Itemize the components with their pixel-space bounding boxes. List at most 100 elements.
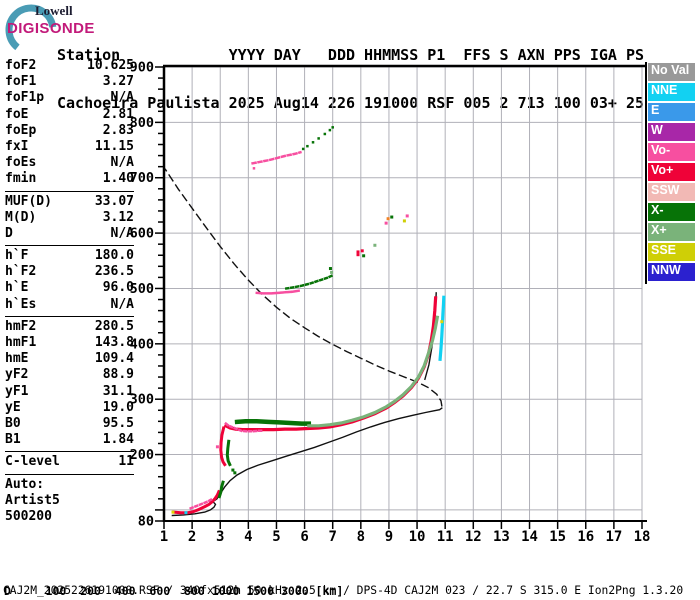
trace-f-trace-x-mode-light <box>307 315 440 428</box>
param-row-artist5: Artist5 <box>5 493 134 509</box>
svg-text:11: 11 <box>437 529 454 545</box>
param-label: yF2 <box>5 367 29 383</box>
param-label: yF1 <box>5 383 29 399</box>
trace-f-retardation-x-dots <box>231 468 235 472</box>
param-value: 95.5 <box>102 415 134 431</box>
trace-f-retardation-x <box>225 439 232 467</box>
param-label: M(D) <box>5 209 37 225</box>
trace-f-retardation-pink-dot <box>215 445 219 449</box>
header-values: Cachoeira Paulista 2025 Aug14 226 191000… <box>57 94 644 112</box>
trace-second-hop-pink <box>255 289 301 295</box>
param-label: Artist5 <box>5 492 60 508</box>
svg-text:800: 800 <box>130 115 154 131</box>
param-row-ye: yE 19.0 <box>5 400 134 416</box>
param-row-fof1p: foF1p N/A <box>5 90 134 106</box>
param-value: 19.0 <box>102 399 134 415</box>
svg-text:2: 2 <box>188 529 196 545</box>
param-label: yE <box>5 399 21 415</box>
param-value: 96.0 <box>102 280 134 296</box>
param-row-hes: h`Es N/A <box>5 297 134 313</box>
param-label: hmE <box>5 351 29 367</box>
trace-e-trace-yellow-dot <box>171 510 175 514</box>
trace-f-trace-o-mode <box>223 296 438 432</box>
param-label: 500200 <box>5 508 52 524</box>
trace-spread-dots-darkgreen <box>362 254 366 258</box>
svg-text:1: 1 <box>160 529 168 545</box>
param-row-hf: h`F 180.0 <box>5 248 134 264</box>
svg-text:700: 700 <box>130 170 154 186</box>
param-value: 2.81 <box>102 106 134 122</box>
svg-text:14: 14 <box>521 529 538 545</box>
param-label: foEs <box>5 155 37 171</box>
svg-text:10: 10 <box>409 529 426 545</box>
param-label: fmin <box>5 171 37 187</box>
param-label: B0 <box>5 415 21 431</box>
param-label: hmF2 <box>5 318 37 334</box>
legend-item-vo+: Vo+ <box>648 163 695 181</box>
param-group-separator <box>5 473 134 475</box>
param-group-separator <box>5 451 134 453</box>
trace-third-hop-pink <box>251 150 302 165</box>
param-value: 33.07 <box>94 193 134 209</box>
param-label: Auto: <box>5 476 45 492</box>
trace-spread-dots-darkgreen <box>390 215 394 219</box>
file-info-line: CAJ2M_2025226191000.RSF / 340fx512h 50 k… <box>3 584 684 597</box>
param-label: B1 <box>5 432 21 448</box>
legend-item-x-: X- <box>648 203 695 221</box>
param-label: foF1 <box>5 74 37 90</box>
svg-text:13: 13 <box>493 529 510 545</box>
param-value: 1.84 <box>102 432 134 448</box>
trace-e-trace-cyan-dot <box>184 511 188 515</box>
param-value: 280.5 <box>94 318 134 334</box>
param-row-hf2: h`F2 236.5 <box>5 264 134 280</box>
trace-e-cusp-x-mode <box>217 480 225 499</box>
trace-spread-dots-darkgreen <box>328 267 332 271</box>
param-row-b0: B0 95.5 <box>5 416 134 432</box>
trace-f-retardation-x-dots <box>233 471 237 475</box>
param-label: C-level <box>5 454 60 470</box>
trace-e-trace-pink <box>189 497 215 510</box>
svg-text:400: 400 <box>130 336 154 352</box>
trace-third-hop-pink-dot <box>252 167 256 170</box>
svg-text:80: 80 <box>138 514 154 530</box>
param-value: 3.27 <box>102 74 134 90</box>
trace-spread-dots-pink <box>384 221 388 225</box>
trace-second-hop-red-dots <box>356 250 360 254</box>
svg-text:900: 900 <box>130 60 154 76</box>
param-row-hmf2: hmF2 280.5 <box>5 319 134 335</box>
param-label: foE <box>5 106 29 122</box>
param-value: 31.1 <box>102 383 134 399</box>
trace-true-height-profile-solid <box>171 407 443 517</box>
param-row-auto: Auto: <box>5 477 134 493</box>
svg-text:9: 9 <box>385 529 393 545</box>
param-value: 236.5 <box>94 264 134 280</box>
param-label: fxI <box>5 138 29 154</box>
legend-item-nnw: NNW <box>648 263 695 281</box>
svg-text:15: 15 <box>549 529 566 545</box>
param-group-separator <box>5 190 134 192</box>
trace-f-retardation-o <box>219 426 227 467</box>
legend-item-w: W <box>648 123 695 141</box>
param-value: 180.0 <box>94 248 134 264</box>
param-label: h`F <box>5 248 29 264</box>
distance-row: D 100 200 400 600 800 1000 1500 3000 [km… <box>4 584 344 598</box>
svg-text:3: 3 <box>216 529 224 545</box>
param-row-foes: foEs N/A <box>5 155 134 171</box>
svg-text:16: 16 <box>577 529 594 545</box>
param-label: h`F2 <box>5 264 37 280</box>
param-value: 11.15 <box>94 138 134 154</box>
param-row-b1: B1 1.84 <box>5 432 134 448</box>
trace-third-hop-green-dots <box>301 147 305 151</box>
param-row-foep: foEp 2.83 <box>5 123 134 139</box>
param-label: h`E <box>5 280 29 296</box>
logo-digisonde-text: DIGISONDE <box>7 20 95 37</box>
svg-text:300: 300 <box>130 392 154 408</box>
logo-arc-icon <box>5 4 57 56</box>
trace-fxi-cyan-asymptote <box>438 295 446 362</box>
trace-spread-dots-orange <box>386 217 390 221</box>
trace-spread-dots-lightgreen <box>373 243 377 247</box>
svg-text:12: 12 <box>465 529 482 545</box>
svg-text:5: 5 <box>272 529 280 545</box>
trace-third-hop-green-dots <box>331 126 334 129</box>
param-row-fof1: foF1 3.27 <box>5 74 134 90</box>
